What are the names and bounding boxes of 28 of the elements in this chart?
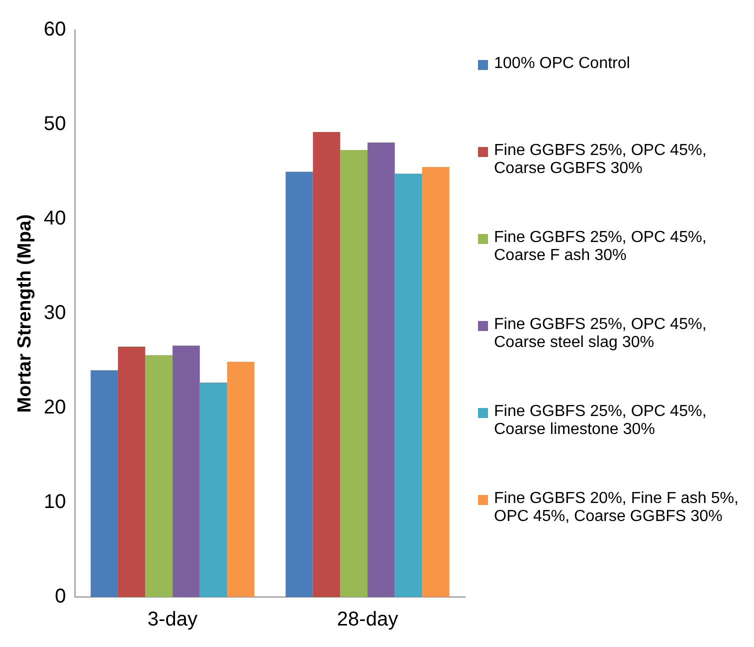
bar <box>90 370 118 597</box>
y-tick-label: 50 <box>44 113 66 136</box>
bar <box>368 142 395 597</box>
x-tick-label: 28-day <box>336 608 398 631</box>
bar <box>422 167 450 597</box>
legend-label: Fine GGBFS 25%, OPC 45%, Coarse limestone 30% <box>494 403 708 439</box>
legend-label: Fine GGBFS 25%, OPC 45%, Coarse F ash 30% <box>494 229 708 265</box>
bar <box>200 382 228 597</box>
bar <box>172 346 200 597</box>
legend-label: Fine GGBFS 20%, Fine F ash 5%, OPC 45%, Coarse GGBFS 30% <box>494 490 740 526</box>
bar <box>286 172 313 597</box>
bar <box>227 362 254 597</box>
x-tick-label: 3-day <box>148 608 198 631</box>
legend-label: 100% OPC Control <box>494 55 630 73</box>
y-tick-label: 0 <box>54 586 66 608</box>
bar <box>118 346 146 597</box>
y-tick-label: 20 <box>44 396 66 419</box>
bar <box>340 150 368 597</box>
y-tick-label: 60 <box>44 18 66 41</box>
bar <box>394 174 422 597</box>
bar <box>312 132 340 597</box>
y-axis-title: Mortar Strength (Mpa) <box>14 214 36 413</box>
legend-label: Fine GGBFS 25%, OPC 45%, Coarse steel slag 30% <box>494 316 708 352</box>
legend-label: Fine GGBFS 25%, OPC 45%, Coarse GGBFS 30% <box>494 142 708 178</box>
y-tick-label: 30 <box>44 302 66 324</box>
y-tick-label: 40 <box>44 208 66 230</box>
bar <box>145 355 173 597</box>
y-tick-label: 10 <box>44 491 66 514</box>
